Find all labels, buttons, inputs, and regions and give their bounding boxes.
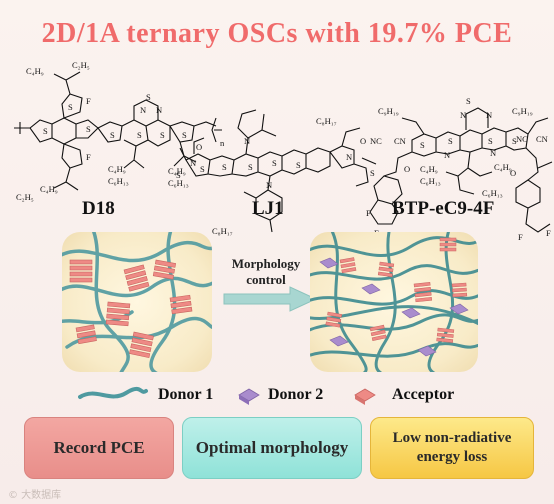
btp-atom: S <box>512 136 517 146</box>
btp-atom: N <box>444 150 450 160</box>
lj1-group-label: C₈H₁₇ <box>316 116 337 126</box>
btp-atom: CN <box>394 136 406 146</box>
d18-atom: S <box>160 130 165 140</box>
lj1-group-label: C₈H₁₇ <box>212 226 233 236</box>
morphology-arrow <box>223 286 318 312</box>
donor1-legend-icon <box>78 387 148 399</box>
btp-atom: NC <box>370 136 382 146</box>
ternary-morphology-panel <box>310 232 478 372</box>
btp-atom: F <box>366 208 371 218</box>
d18-label: D18 <box>82 198 115 219</box>
d18-group-label: C₆H₁₃ <box>108 176 129 186</box>
binary-morphology-panel <box>62 232 212 372</box>
lj1-atom: N <box>346 152 352 162</box>
d18-atom: S <box>86 124 91 134</box>
lj1-atom: S <box>176 170 181 180</box>
donor2-legend-icon <box>238 388 260 405</box>
d18-group-label: C₄H₉ <box>40 184 58 194</box>
btp-atom: NC <box>516 134 528 144</box>
d18-group-label: C₂H₅ <box>72 60 90 70</box>
lj1-atom: S <box>296 160 301 170</box>
d18-atom: F <box>86 152 91 162</box>
molecules-svg: C₄H₉ C₂H₅ C₄H₉ C₂H₅ C₄H₉ C₆H₁₃ C₄H₉ C₆H₁… <box>14 60 553 242</box>
btp-atom: N <box>490 148 496 158</box>
low-energy-loss-box: Low non-radiative energy loss <box>370 417 534 479</box>
lj1-atom: N <box>266 180 272 190</box>
btp-atom: F <box>518 232 523 242</box>
donor2-legend-label: Donor 2 <box>268 386 324 403</box>
ternary-morphology-svg <box>310 232 478 372</box>
btp-structure <box>361 107 553 233</box>
arrow-label: Morphology control <box>231 256 301 287</box>
btp-group-label: C₆H₁₃ <box>420 176 441 186</box>
btp-group-label: C₄H₉ <box>494 162 512 172</box>
lj1-atom: N <box>190 158 196 168</box>
lj1-structure <box>179 109 369 233</box>
lj1-atom: S <box>370 168 375 178</box>
btp-atom: N <box>460 110 466 120</box>
d18-atom: S <box>137 130 142 140</box>
donor1-legend-label: Donor 1 <box>158 386 214 403</box>
btp-atom: S <box>488 136 493 146</box>
btp-atom: N <box>486 110 492 120</box>
btp-label: BTP-eC9-4F <box>392 198 495 219</box>
btp-atom: O <box>510 168 516 178</box>
btp-atom: S <box>466 96 471 106</box>
optimal-morphology-box: Optimal morphology <box>182 417 362 479</box>
lj1-atom: S <box>200 164 205 174</box>
d18-atom: F <box>86 96 91 106</box>
d18-group-label: C₄H₉ <box>26 66 44 76</box>
d18-atom: S <box>68 102 73 112</box>
btp-group-label: C₉H₁₉ <box>512 106 533 116</box>
d18-atom: S <box>110 130 115 140</box>
lj1-atom: O <box>196 142 202 152</box>
btp-atom: CN <box>536 134 548 144</box>
d18-atom: N <box>140 105 146 115</box>
d18-atom: S <box>146 92 151 102</box>
binary-morphology-svg <box>62 232 212 372</box>
lj1-atom: S <box>248 162 253 172</box>
figure-title: 2D/1A ternary OSCs with 19.7% PCE <box>41 18 513 49</box>
d18-group-label: C₂H₅ <box>16 192 34 202</box>
d18-group-label: C₄H₉ <box>168 166 186 176</box>
acceptor-legend-label: Acceptor <box>392 386 455 403</box>
watermark: © 大数据库 <box>8 490 62 501</box>
d18-repeat: n <box>220 138 225 148</box>
record-pce-box: Record PCE <box>24 417 174 479</box>
d18-atom: S <box>182 130 187 140</box>
d18-group-label: C₄H₉ <box>108 164 126 174</box>
btp-group-label: C₄H₉ <box>420 164 438 174</box>
d18-atom: N <box>156 105 162 115</box>
d18-group-label: C₆H₁₃ <box>168 178 189 188</box>
btp-atom: S <box>420 140 425 150</box>
btp-atom: O <box>404 164 410 174</box>
d18-atom: S <box>43 126 48 136</box>
lj1-atom: O <box>360 136 366 146</box>
lj1-label: LJ1 <box>252 198 284 219</box>
lj1-atom: S <box>272 158 277 168</box>
d18-structure <box>14 71 222 191</box>
btp-atom: S <box>448 136 453 146</box>
acceptor-legend-icon <box>354 388 376 405</box>
lj1-atom: N <box>244 136 250 146</box>
lj1-atom: S <box>222 162 227 172</box>
btp-atom: F <box>546 228 551 238</box>
btp-group-label: C₆H₁₃ <box>482 188 503 198</box>
btp-group-label: C₉H₁₉ <box>378 106 399 116</box>
legend: Donor 1 Donor 2 Acceptor <box>0 382 554 408</box>
